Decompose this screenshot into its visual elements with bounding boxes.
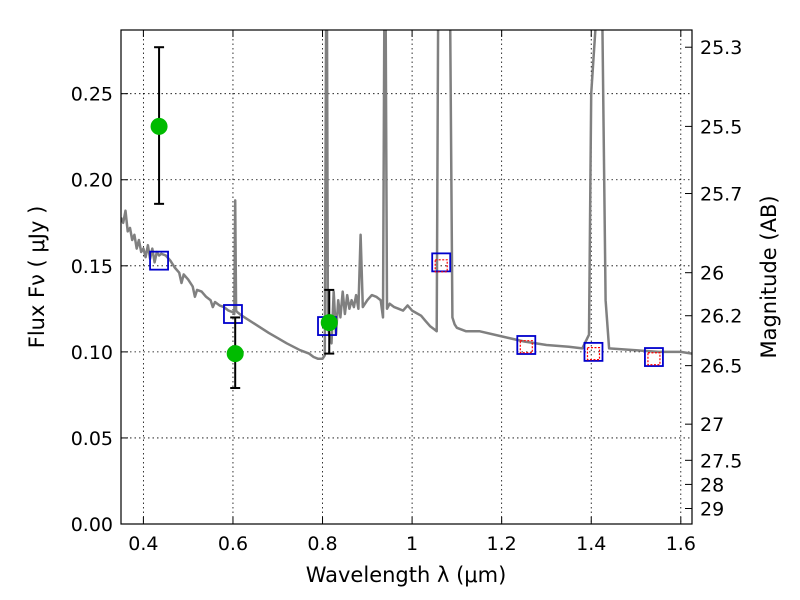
spectrum-line: [121, 30, 692, 361]
right-tick-label: 26.2: [700, 306, 742, 328]
right-tick-label: 27: [700, 414, 724, 436]
right-tick-label: 25.5: [700, 116, 742, 138]
observed-point: [226, 345, 244, 363]
observed-point: [150, 117, 168, 135]
model-red-square: [519, 340, 533, 354]
right-tick-label: 25.7: [700, 184, 742, 206]
observed-point: [320, 314, 338, 332]
right-tick-label: 28: [700, 474, 724, 496]
tick-layer: 0.4 0.6 0.8 1 1.2 1.4 1.6 0.00 0.05 0.10 0.15 0.20 0…: [71, 30, 742, 555]
model-blue-square: [149, 250, 169, 271]
right-tick-label: 26.5: [700, 356, 742, 378]
x-tick-label: 1.4: [576, 533, 606, 555]
y-tick-label: 0.20: [71, 170, 113, 192]
y-tick-label: 0.10: [71, 342, 113, 364]
x-axis-label: Wavelength λ (μm): [306, 563, 507, 587]
right-tick-label: 27.5: [700, 450, 742, 472]
y-axis-right-label: Magnitude (AB): [757, 195, 781, 358]
model-red-square: [647, 352, 661, 366]
right-tick-label: 29: [700, 499, 724, 521]
y-tick-label: 0.00: [71, 514, 113, 536]
plot-frame: [120, 29, 693, 525]
model-blue-square: [516, 335, 537, 355]
right-tick-label: 26: [700, 263, 724, 285]
x-tick-label: 0.4: [128, 533, 158, 555]
marker-layer: [149, 46, 664, 390]
y-tick-label: 0.25: [71, 84, 113, 106]
right-tick-label: 25.3: [700, 37, 742, 59]
model-blue-square: [644, 347, 664, 367]
y-axis-label: Flux Fν ( μJy ): [25, 206, 49, 349]
model-blue-square: [223, 304, 243, 324]
y-tick-label: 0.05: [71, 428, 113, 450]
model-red-square: [434, 259, 448, 273]
y-tick-label: 0.15: [71, 256, 113, 278]
x-tick-label: 0.8: [307, 533, 337, 555]
x-tick-label: 0.6: [218, 533, 248, 555]
model-red-square: [586, 346, 601, 361]
spectrum-layer: [121, 30, 692, 361]
x-tick-label: 1: [406, 533, 418, 555]
x-tick-label: 1.6: [666, 533, 696, 555]
model-blue-square: [583, 341, 604, 362]
x-tick-label: 1.2: [487, 533, 517, 555]
